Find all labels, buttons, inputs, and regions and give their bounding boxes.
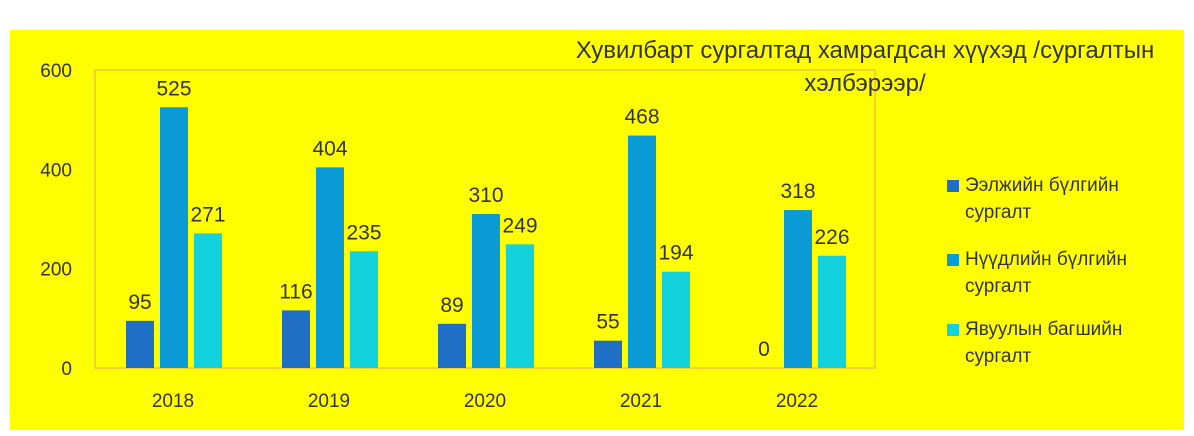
bar — [818, 255, 846, 368]
legend-swatch — [947, 254, 959, 266]
data-label: 525 — [156, 77, 191, 100]
y-tick-label: 600 — [40, 61, 72, 82]
data-label: 310 — [468, 184, 503, 207]
bar — [316, 167, 344, 368]
data-label: 318 — [780, 180, 815, 203]
data-label: 55 — [596, 311, 619, 334]
bar — [628, 135, 656, 368]
bar — [350, 251, 378, 368]
bar — [126, 320, 154, 368]
bar — [194, 233, 222, 368]
x-tick-label: 2020 — [464, 391, 506, 412]
y-tick-label: 200 — [40, 260, 72, 281]
legend-swatch — [947, 324, 959, 336]
x-tick-label: 2022 — [776, 391, 818, 412]
data-label: 249 — [502, 214, 537, 237]
bar — [594, 340, 622, 368]
y-tick-label: 0 — [61, 359, 72, 380]
bar — [160, 107, 188, 368]
data-label: 0 — [758, 338, 770, 361]
data-label: 116 — [279, 280, 312, 303]
data-label: 226 — [814, 226, 849, 249]
y-tick-label: 400 — [40, 160, 72, 181]
data-label: 194 — [658, 242, 693, 265]
bar — [784, 210, 812, 368]
data-label: 95 — [128, 291, 151, 314]
bar — [662, 271, 690, 368]
x-tick-label: 2019 — [308, 391, 350, 412]
bar — [438, 323, 466, 368]
bar — [472, 214, 500, 368]
data-label: 468 — [624, 106, 659, 129]
legend-swatch — [947, 180, 959, 192]
data-label: 235 — [346, 221, 381, 244]
data-label: 89 — [440, 294, 463, 317]
chart-title: Хувилбарт сургалтад хамрагдсан хүүхэд /с… — [575, 37, 1155, 97]
legend-label: Ээлжийн бүлгийн сургалт — [965, 175, 1119, 223]
legend-label: Явуулын багшийн сургалт — [965, 319, 1123, 367]
x-tick-label: 2018 — [152, 391, 194, 412]
x-tick-label: 2021 — [620, 391, 662, 412]
data-label: 271 — [190, 203, 225, 226]
bar — [506, 244, 534, 368]
bar — [282, 310, 310, 368]
legend-label: Нүүдлийн бүлгийн сургалт — [965, 249, 1128, 297]
data-label: 404 — [312, 137, 347, 160]
